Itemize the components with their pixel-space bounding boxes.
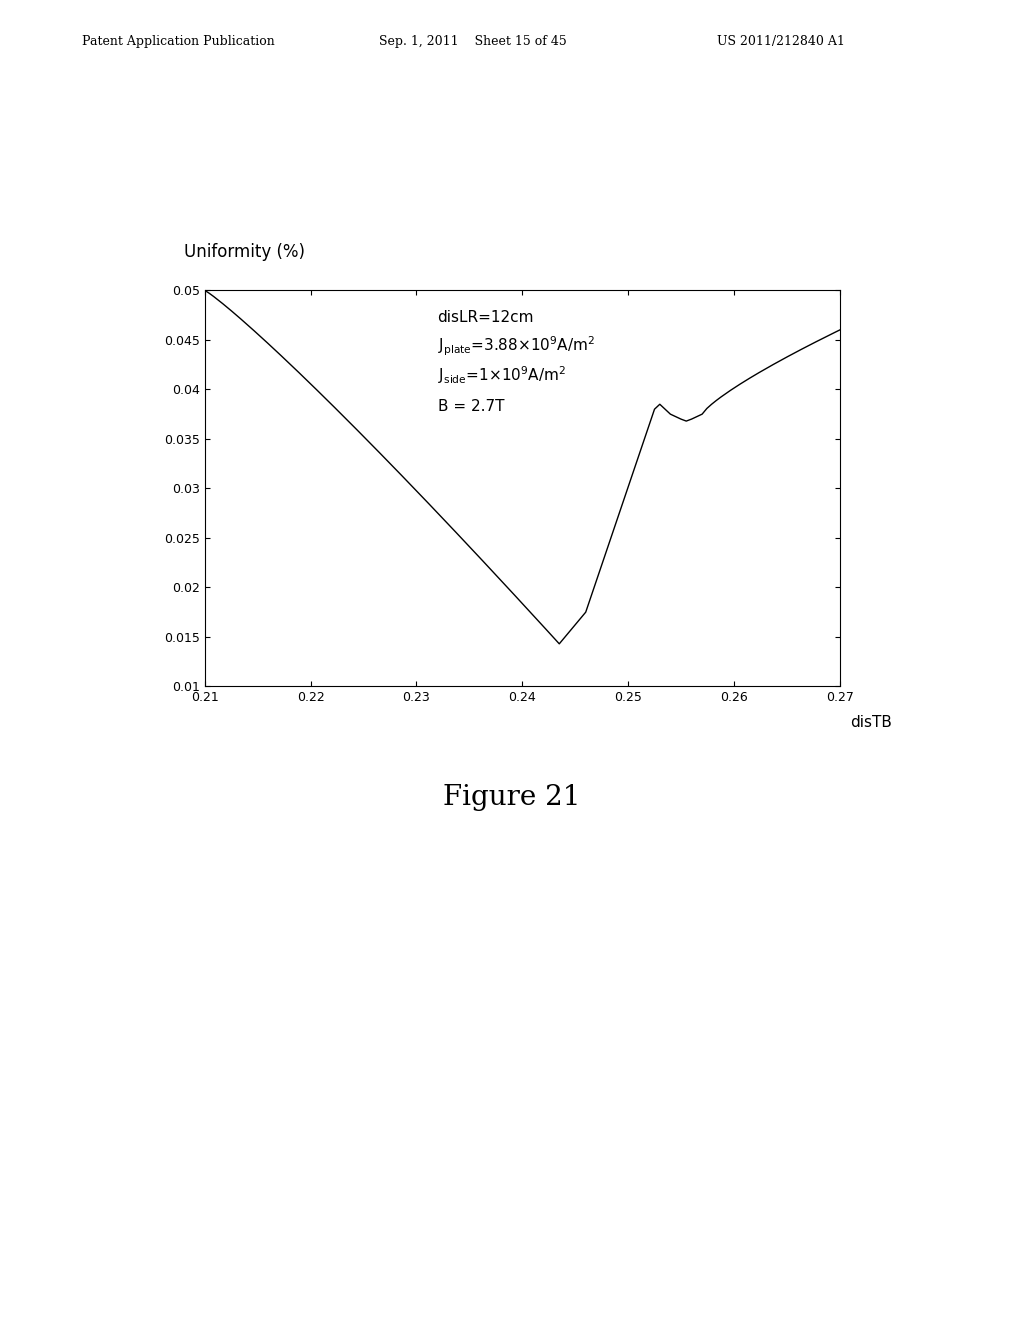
Text: Patent Application Publication: Patent Application Publication bbox=[82, 34, 274, 48]
Text: B = 2.7T: B = 2.7T bbox=[437, 399, 504, 414]
Text: US 2011/212840 A1: US 2011/212840 A1 bbox=[717, 34, 845, 48]
Text: Uniformity (%): Uniformity (%) bbox=[184, 243, 305, 261]
Text: Sep. 1, 2011    Sheet 15 of 45: Sep. 1, 2011 Sheet 15 of 45 bbox=[379, 34, 566, 48]
Text: disLR=12cm: disLR=12cm bbox=[437, 310, 535, 325]
Text: J$_{\mathregular{plate}}$=3.88$\times$10$^9$A/m$^2$: J$_{\mathregular{plate}}$=3.88$\times$10… bbox=[437, 335, 595, 359]
Text: disTB: disTB bbox=[850, 715, 892, 730]
Text: J$_{\mathregular{side}}$=1$\times$10$^9$A/m$^2$: J$_{\mathregular{side}}$=1$\times$10$^9$… bbox=[437, 364, 565, 387]
Text: Figure 21: Figure 21 bbox=[443, 784, 581, 812]
